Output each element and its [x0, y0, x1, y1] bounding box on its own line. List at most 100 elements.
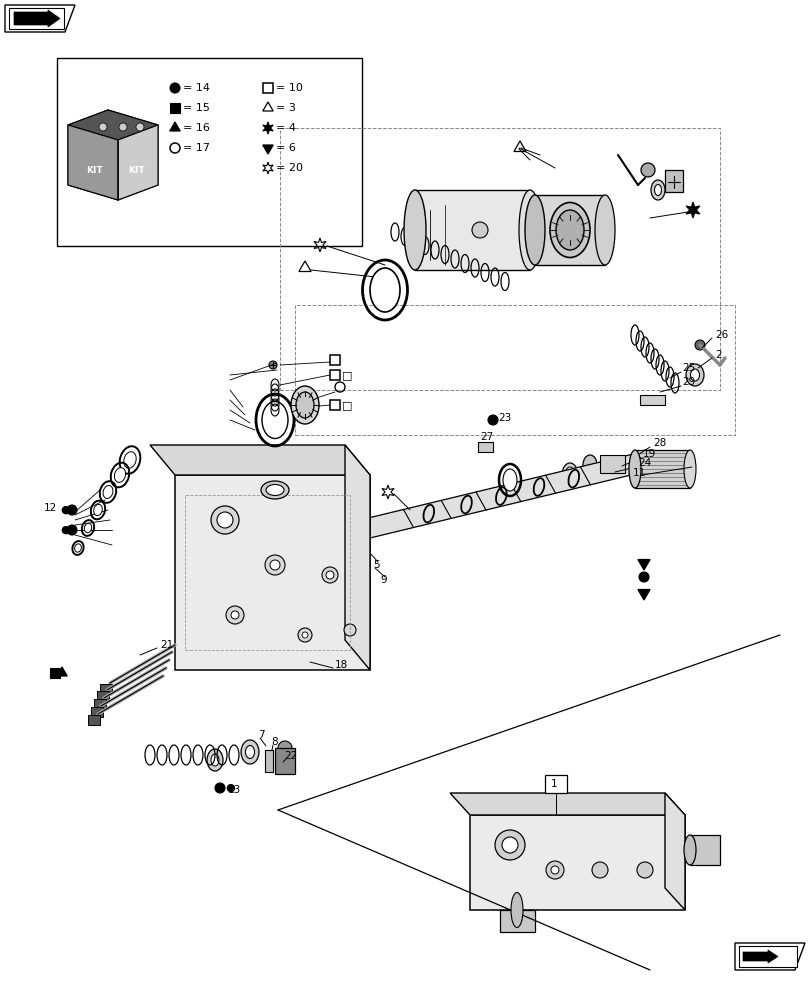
- Text: ●: ●: [225, 783, 234, 793]
- Polygon shape: [742, 950, 777, 963]
- Bar: [57, 58, 362, 246]
- Circle shape: [640, 163, 654, 177]
- Circle shape: [217, 512, 233, 528]
- Ellipse shape: [277, 741, 292, 755]
- Text: 11: 11: [633, 468, 646, 478]
- Polygon shape: [68, 110, 158, 140]
- Bar: [280, 128, 719, 390]
- Ellipse shape: [525, 195, 544, 265]
- Text: = 17: = 17: [182, 143, 210, 153]
- Ellipse shape: [211, 754, 219, 766]
- Circle shape: [67, 525, 77, 535]
- Bar: [414, 190, 530, 270]
- Text: 2: 2: [714, 350, 721, 360]
- Text: 26: 26: [714, 330, 727, 340]
- Ellipse shape: [290, 386, 319, 424]
- Bar: [544, 775, 566, 793]
- Polygon shape: [734, 943, 804, 970]
- Text: KIT: KIT: [127, 166, 144, 175]
- Text: 18: 18: [335, 660, 348, 670]
- Text: 19: 19: [642, 449, 655, 459]
- Text: 22: 22: [284, 751, 297, 761]
- Text: 9: 9: [380, 575, 386, 585]
- Circle shape: [211, 506, 238, 534]
- Bar: [97, 691, 109, 701]
- Ellipse shape: [266, 485, 284, 495]
- Text: = 16: = 16: [182, 123, 209, 133]
- Ellipse shape: [245, 745, 254, 758]
- Bar: [335, 530, 365, 558]
- Text: = 14: = 14: [182, 83, 210, 93]
- Polygon shape: [14, 10, 60, 27]
- Ellipse shape: [93, 504, 102, 516]
- Circle shape: [487, 415, 497, 425]
- Ellipse shape: [241, 740, 259, 764]
- Ellipse shape: [683, 450, 695, 488]
- Ellipse shape: [510, 892, 522, 927]
- Circle shape: [230, 611, 238, 619]
- Polygon shape: [637, 589, 650, 600]
- Text: 23: 23: [497, 413, 511, 423]
- Ellipse shape: [84, 523, 92, 533]
- Text: = 10: = 10: [276, 83, 303, 93]
- Circle shape: [325, 571, 333, 579]
- Polygon shape: [150, 445, 370, 475]
- Bar: [275, 748, 294, 774]
- Bar: [738, 946, 796, 967]
- Ellipse shape: [296, 392, 314, 418]
- Bar: [478, 442, 492, 452]
- Text: 27: 27: [479, 432, 492, 442]
- Bar: [264, 750, 272, 772]
- Bar: [88, 715, 100, 725]
- Ellipse shape: [518, 190, 540, 270]
- Circle shape: [135, 123, 144, 131]
- Text: 28: 28: [652, 438, 666, 448]
- Ellipse shape: [689, 369, 698, 381]
- Bar: [263, 83, 272, 93]
- Text: 29: 29: [681, 377, 694, 387]
- Bar: [50, 668, 60, 678]
- Polygon shape: [169, 122, 180, 131]
- Circle shape: [270, 560, 280, 570]
- Text: 12: 12: [44, 503, 57, 513]
- Text: 24: 24: [637, 458, 650, 468]
- Polygon shape: [449, 793, 684, 815]
- Bar: [9, 8, 64, 29]
- Bar: [94, 699, 106, 709]
- Circle shape: [501, 837, 517, 853]
- Text: = 6: = 6: [276, 143, 295, 153]
- Text: = 20: = 20: [276, 163, 303, 173]
- Polygon shape: [263, 122, 272, 134]
- Text: 25: 25: [681, 363, 694, 373]
- Bar: [329, 370, 340, 380]
- Ellipse shape: [561, 463, 577, 487]
- Ellipse shape: [650, 180, 664, 200]
- Bar: [329, 355, 340, 365]
- Bar: [169, 103, 180, 113]
- Polygon shape: [685, 202, 699, 218]
- Ellipse shape: [404, 190, 426, 270]
- Ellipse shape: [683, 835, 695, 865]
- Polygon shape: [68, 110, 158, 200]
- Circle shape: [268, 361, 277, 369]
- Polygon shape: [359, 450, 659, 538]
- Text: 8: 8: [271, 737, 277, 747]
- Ellipse shape: [103, 486, 113, 498]
- Circle shape: [545, 861, 564, 879]
- Ellipse shape: [629, 450, 640, 488]
- Circle shape: [638, 572, 648, 582]
- Bar: [185, 495, 350, 650]
- Bar: [689, 835, 719, 865]
- Circle shape: [636, 862, 652, 878]
- Polygon shape: [5, 5, 75, 32]
- Bar: [599, 455, 624, 473]
- Text: ●: ●: [60, 505, 70, 515]
- Ellipse shape: [564, 467, 574, 483]
- Bar: [500, 910, 534, 932]
- Circle shape: [302, 632, 307, 638]
- Ellipse shape: [654, 184, 661, 196]
- Ellipse shape: [114, 468, 126, 482]
- Polygon shape: [118, 125, 158, 200]
- Text: □: □: [341, 370, 352, 380]
- Polygon shape: [345, 445, 370, 670]
